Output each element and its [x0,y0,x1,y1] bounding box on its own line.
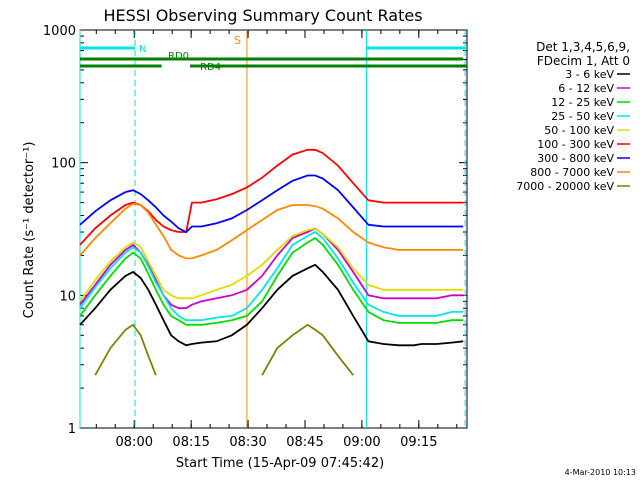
plot-frame [79,29,468,429]
x-tick-label: 09:00 [343,435,380,450]
y-tick-label: 1000 [43,24,76,39]
series-line [79,263,464,347]
y-tick-label: 1 [68,422,76,437]
x-axis-label: Start Time (15-Apr-09 07:45:42) [176,456,384,471]
legend-entry-label: 12 - 25 keV [551,96,614,109]
flag-bar-label: N [139,44,146,55]
marker-label: S [234,34,241,47]
footer-date: 4-Mar-2010 10:13 [565,468,636,477]
series-line [79,236,464,326]
legend-entry-label: 25 - 50 keV [551,110,614,123]
legend-header-line-2: FDecim 1, Att 0 [537,54,630,68]
series-line [79,230,464,322]
y-tick-label: 10 [59,289,76,304]
x-tick-label: 09:15 [400,435,437,450]
x-tick-label: 08:15 [172,435,209,450]
series-line [79,202,464,260]
series-line [79,227,464,302]
legend-entry-label: 800 - 7000 keV [530,166,614,179]
x-tick-label: 08:30 [229,435,266,450]
flag-bar-label: RD4 [200,62,221,73]
legend-entry-label: 7000 - 20000 keV [516,180,614,193]
series-line [79,174,464,234]
series-line [94,323,354,376]
legend-entry-label: 50 - 100 keV [544,124,614,137]
flag-bar-label: RD0 [168,51,189,62]
legend-entry-label: 3 - 6 keV [565,68,614,81]
y-axis-label: Count Rate (s⁻¹ detector⁻¹) [22,142,37,319]
legend-entry-label: 300 - 800 keV [537,152,614,165]
chart-title: HESSI Observing Summary Count Rates [103,6,422,25]
legend-entry-label: 6 - 12 keV [558,82,614,95]
x-tick-label: 08:00 [116,435,153,450]
legend: Det 1,3,4,5,6,9, FDecim 1, Att 0 3 - 6 k… [516,40,630,193]
legend-header-line-1: Det 1,3,4,5,6,9, [536,40,630,54]
legend-entry-label: 100 - 300 keV [537,138,614,151]
x-tick-label: 08:45 [286,435,323,450]
y-tick-label: 100 [51,157,76,172]
series-line [79,148,464,246]
